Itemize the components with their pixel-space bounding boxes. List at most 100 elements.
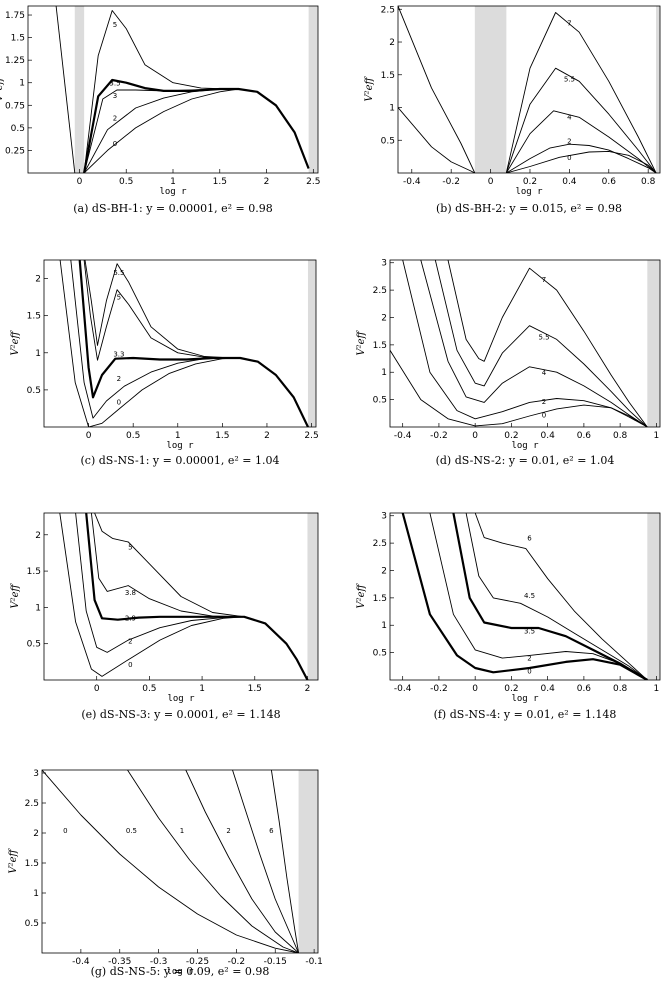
- y-tick-label: 1.5: [27, 312, 41, 322]
- y-tick-label: 0.5: [373, 396, 387, 406]
- x-tick-label: -0.15: [264, 957, 287, 967]
- series-line: [434, 260, 648, 427]
- plot-frame: [389, 512, 661, 681]
- series-line: [42, 770, 299, 953]
- curve-label: 5.5: [538, 333, 549, 341]
- x-tick-label: -0.2: [430, 431, 448, 441]
- curve-label: 7: [542, 276, 546, 284]
- x-tick-label: 0: [77, 177, 83, 187]
- y-tick-label: 1: [381, 368, 387, 378]
- curve-label: 3.5: [109, 79, 120, 87]
- y-tick-label: 1.5: [373, 594, 387, 604]
- x-axis-label: log r: [511, 441, 539, 451]
- x-tick-label: 0.5: [119, 177, 133, 187]
- shaded-region: [307, 513, 318, 680]
- curve-label: 6: [527, 534, 532, 542]
- curve-label: 7: [567, 20, 571, 28]
- panel-g: -0.4 -0.35 -0.3 -0.25 -0.2 -0.15 -0.1 0.5 1 1.5 2 2…: [8, 769, 323, 978]
- curve-label: 3.5: [524, 627, 535, 635]
- curve-label: 6: [269, 827, 274, 835]
- series-line: [465, 513, 648, 680]
- curve-label: 3: [113, 92, 117, 100]
- curve-label: 3.3: [113, 350, 124, 358]
- series-line: [505, 12, 657, 173]
- series-line: [447, 260, 648, 427]
- curve-label: 4: [542, 369, 547, 377]
- x-tick-label: 1: [654, 431, 660, 441]
- y-tick-label: 1.5: [11, 34, 25, 44]
- x-tick-label: 0: [488, 177, 494, 187]
- series-line: [85, 513, 309, 680]
- x-tick-label: 0.8: [641, 177, 656, 187]
- series-line: [83, 88, 239, 173]
- y-axis-label: V²eff: [0, 75, 5, 101]
- series-line: [83, 78, 310, 173]
- y-tick-label: 2.5: [381, 5, 395, 15]
- series-line: [232, 770, 300, 953]
- y-axis-label: V²eff: [356, 582, 367, 608]
- x-tick-label: 0.2: [523, 177, 537, 187]
- y-tick-label: 1.5: [373, 341, 387, 351]
- panel-caption: (a) dS-BH-1: y = 0.00001, e² = 0.98: [73, 202, 272, 215]
- shaded-region: [656, 6, 660, 173]
- series-line: [127, 770, 299, 953]
- x-tick-label: 0: [94, 684, 100, 694]
- y-tick-label: 0.5: [25, 919, 39, 929]
- y-tick-label: 1.5: [27, 567, 41, 577]
- curve-label: 0: [63, 827, 67, 835]
- curve-label: 4: [567, 113, 572, 121]
- x-tick-label: -0.2: [228, 957, 246, 967]
- series-line: [402, 260, 648, 427]
- x-tick-label: 0.4: [540, 431, 555, 441]
- x-tick-label: 0.5: [142, 684, 156, 694]
- plot-frame: [41, 769, 319, 954]
- shaded-region: [474, 6, 507, 173]
- x-tick-label: 1.5: [248, 684, 262, 694]
- shaded-region: [74, 6, 85, 173]
- series-line: [84, 260, 232, 359]
- x-tick-label: 0.5: [126, 431, 140, 441]
- y-tick-label: 0.5: [381, 136, 395, 146]
- x-tick-label: -0.4: [72, 957, 90, 967]
- shaded-region: [307, 260, 316, 427]
- y-tick-label: 0.25: [5, 146, 25, 156]
- y-tick-label: 2: [35, 275, 41, 285]
- curve-label: 2: [527, 654, 531, 662]
- panel-c: 0 0.5 1 1.5 2 2.5 0.5 1 1.5 2 log r V²eff 5.5 5 3.3 2 0 (…: [10, 259, 319, 467]
- series-line: [429, 513, 648, 680]
- plot-frame: [389, 259, 661, 428]
- x-tick-label: 0: [472, 684, 478, 694]
- x-tick-label: 2: [264, 177, 270, 187]
- x-tick-label: -0.2: [430, 684, 448, 694]
- y-tick-label: 1: [33, 889, 39, 899]
- x-tick-label: 2.5: [306, 177, 320, 187]
- series-line: [90, 513, 245, 618]
- x-tick-label: 0.6: [577, 684, 592, 694]
- x-tick-label: -0.4: [403, 177, 421, 187]
- y-tick-label: 1: [19, 79, 25, 89]
- y-tick-label: 2: [33, 829, 39, 839]
- curve-label: 5.5: [113, 269, 124, 277]
- series-line: [83, 88, 310, 173]
- curve-label: 5.5: [564, 75, 575, 83]
- series-line: [452, 513, 648, 680]
- x-tick-label: -0.25: [186, 957, 209, 967]
- x-tick-label: 0.4: [540, 684, 555, 694]
- x-tick-label: 0: [472, 431, 478, 441]
- x-tick-label: 2: [305, 684, 311, 694]
- plot-frame: [27, 5, 319, 174]
- panel-d: -0.4 -0.2 0 0.2 0.4 0.6 0.8 1 0.5 1 1.5 2 2.5 3 log r V…: [356, 259, 661, 467]
- series-line: [398, 6, 476, 173]
- y-axis-label: V²eff: [10, 582, 21, 608]
- y-tick-label: 1: [389, 104, 395, 114]
- panel-e: 0 0.5 1 1.5 2 0.5 1 1.5 2 log r V²eff 5 3.8 2.9 2 0 (e) …: [10, 512, 319, 721]
- curve-label: 0.5: [126, 827, 137, 835]
- curve-label: 5: [113, 21, 117, 29]
- series-line: [474, 513, 648, 680]
- plot-frame: [43, 259, 317, 428]
- x-axis-label: log r: [159, 187, 187, 197]
- series-line: [83, 10, 239, 173]
- y-tick-label: 1: [35, 349, 41, 359]
- y-axis-label: V²eff: [364, 75, 375, 101]
